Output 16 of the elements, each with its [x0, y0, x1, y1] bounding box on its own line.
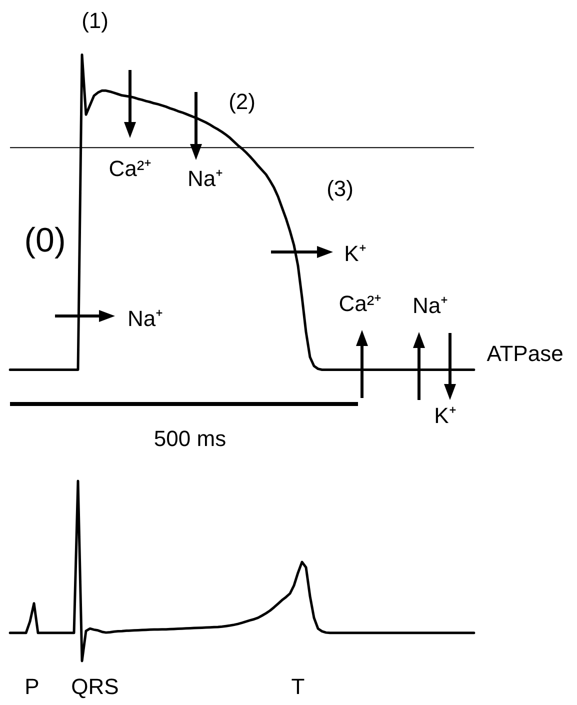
- text: T: [291, 674, 305, 700]
- text: QRS: [71, 674, 119, 700]
- annotation: (2): [228, 89, 256, 114]
- text: K⁺: [434, 403, 456, 428]
- annotation: Na⁺: [187, 166, 223, 192]
- text: 500 ms: [154, 426, 226, 452]
- annotation: Na⁺: [127, 306, 163, 332]
- annotation: K⁺: [344, 241, 366, 266]
- annotation: (3): [326, 176, 354, 202]
- annotation: (0): [24, 221, 66, 260]
- text: (1): [82, 8, 108, 34]
- text: P: [24, 674, 40, 700]
- annotation: Ca²⁺: [338, 291, 382, 316]
- text: ATPase: [486, 341, 564, 366]
- annotation: Na⁺: [412, 293, 448, 318]
- annotation: Ca²⁺: [108, 156, 152, 182]
